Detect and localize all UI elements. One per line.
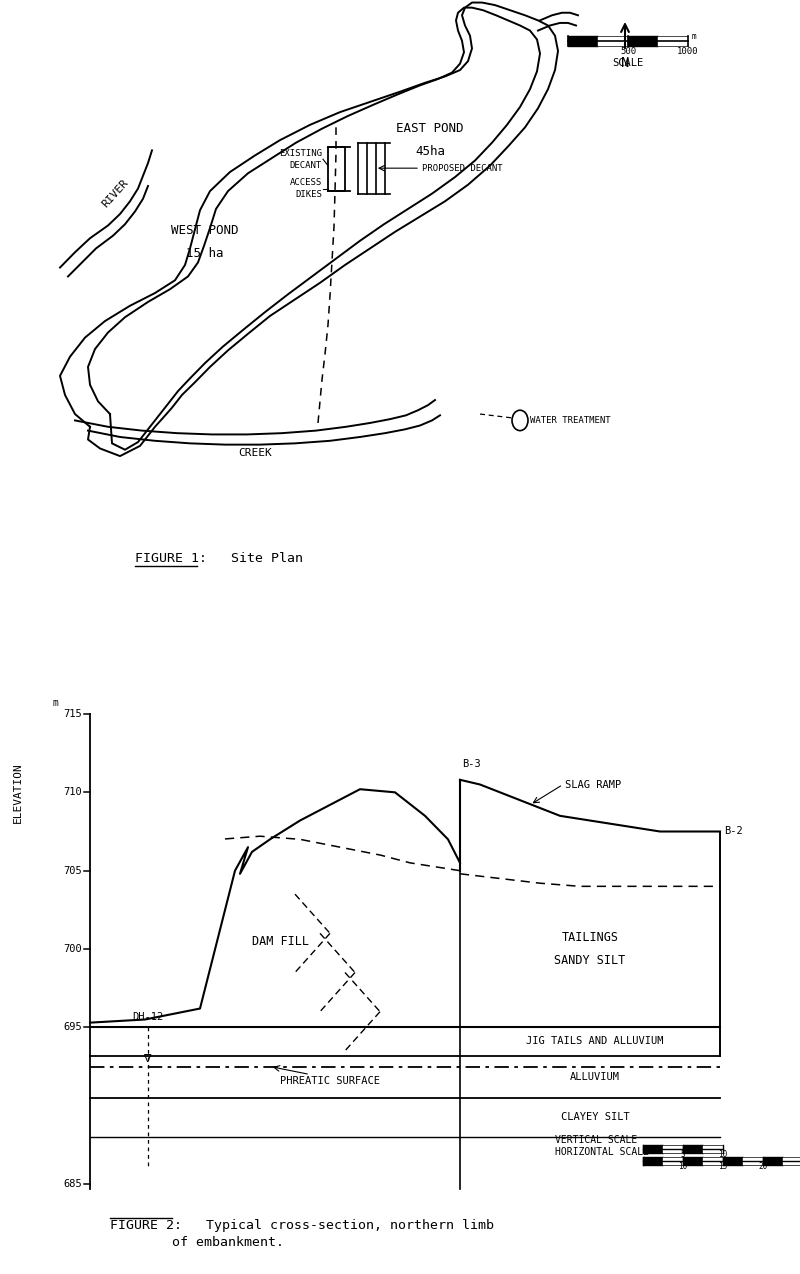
Text: ELEVATION: ELEVATION	[13, 762, 23, 823]
Text: CREEK: CREEK	[238, 448, 272, 459]
Text: SCALE: SCALE	[612, 59, 644, 69]
Text: 10: 10	[718, 1149, 728, 1158]
Text: EXISTING
DECANT: EXISTING DECANT	[279, 149, 322, 169]
Text: 715: 715	[63, 710, 82, 719]
Text: $\nabla$: $\nabla$	[143, 1052, 153, 1065]
Text: PROPOSED DECANT: PROPOSED DECANT	[422, 163, 502, 173]
Text: PHREATIC SURFACE: PHREATIC SURFACE	[280, 1077, 380, 1087]
Text: TAILINGS
SANDY SILT: TAILINGS SANDY SILT	[554, 931, 626, 967]
Text: DH-12: DH-12	[132, 1013, 164, 1022]
Text: FIGURE 1:   Site Plan: FIGURE 1: Site Plan	[135, 552, 303, 564]
Text: m: m	[692, 33, 697, 42]
Text: B-3: B-3	[462, 759, 481, 768]
Text: 700: 700	[63, 944, 82, 954]
Text: of embankment.: of embankment.	[172, 1236, 284, 1249]
Text: N: N	[621, 56, 629, 70]
Text: m: m	[52, 698, 58, 708]
Text: 710: 710	[63, 787, 82, 798]
Text: 15: 15	[718, 1162, 728, 1171]
Text: VERTICAL SCALE: VERTICAL SCALE	[555, 1135, 638, 1144]
Text: JIG TAILS AND ALLUVIUM: JIG TAILS AND ALLUVIUM	[526, 1037, 664, 1046]
Text: 695: 695	[63, 1022, 82, 1032]
Text: WEST POND
15 ha: WEST POND 15 ha	[171, 224, 238, 260]
Text: 500: 500	[620, 47, 636, 56]
Text: 705: 705	[63, 865, 82, 875]
Text: DAM FILL: DAM FILL	[251, 935, 309, 948]
Text: CLAYEY SILT: CLAYEY SILT	[561, 1112, 630, 1121]
Text: 685: 685	[63, 1178, 82, 1189]
Text: B-2: B-2	[724, 827, 742, 837]
Text: 10: 10	[678, 1162, 688, 1171]
Text: HORIZONTAL SCALE: HORIZONTAL SCALE	[555, 1147, 649, 1157]
Text: ALLUVIUM: ALLUVIUM	[570, 1073, 620, 1083]
Text: RIVER: RIVER	[100, 178, 130, 209]
Text: FIGURE 2:   Typical cross-section, northern limb: FIGURE 2: Typical cross-section, norther…	[110, 1219, 494, 1232]
Text: 1000: 1000	[678, 47, 698, 56]
Text: 5: 5	[681, 1149, 686, 1158]
Text: 20: 20	[758, 1162, 768, 1171]
Text: EAST POND
45ha: EAST POND 45ha	[396, 122, 464, 158]
Text: ACCESS
DIKES: ACCESS DIKES	[290, 178, 322, 199]
Text: WATER TREATMENT: WATER TREATMENT	[530, 415, 610, 426]
Text: SLAG RAMP: SLAG RAMP	[565, 780, 622, 790]
